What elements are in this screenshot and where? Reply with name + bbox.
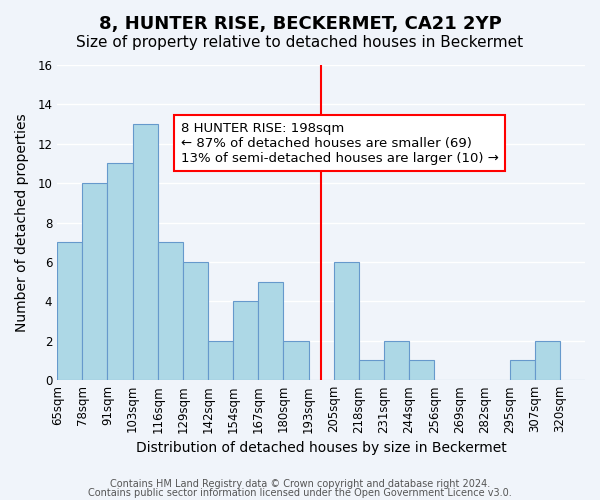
Text: Size of property relative to detached houses in Beckermet: Size of property relative to detached ho… bbox=[76, 35, 524, 50]
Bar bbox=[535, 341, 560, 380]
Bar bbox=[233, 302, 258, 380]
Bar bbox=[107, 164, 133, 380]
Bar bbox=[133, 124, 158, 380]
Text: 8, HUNTER RISE, BECKERMET, CA21 2YP: 8, HUNTER RISE, BECKERMET, CA21 2YP bbox=[98, 15, 502, 33]
Bar bbox=[57, 242, 82, 380]
Bar bbox=[384, 341, 409, 380]
Bar bbox=[283, 341, 308, 380]
X-axis label: Distribution of detached houses by size in Beckermet: Distribution of detached houses by size … bbox=[136, 441, 506, 455]
Bar bbox=[359, 360, 384, 380]
Bar bbox=[258, 282, 283, 380]
Bar bbox=[183, 262, 208, 380]
Text: 8 HUNTER RISE: 198sqm
← 87% of detached houses are smaller (69)
13% of semi-deta: 8 HUNTER RISE: 198sqm ← 87% of detached … bbox=[181, 122, 499, 164]
Bar bbox=[158, 242, 183, 380]
Y-axis label: Number of detached properties: Number of detached properties bbox=[15, 114, 29, 332]
Bar bbox=[208, 341, 233, 380]
Text: Contains public sector information licensed under the Open Government Licence v3: Contains public sector information licen… bbox=[88, 488, 512, 498]
Text: Contains HM Land Registry data © Crown copyright and database right 2024.: Contains HM Land Registry data © Crown c… bbox=[110, 479, 490, 489]
Bar bbox=[409, 360, 434, 380]
Bar bbox=[82, 183, 107, 380]
Bar bbox=[334, 262, 359, 380]
Bar bbox=[509, 360, 535, 380]
